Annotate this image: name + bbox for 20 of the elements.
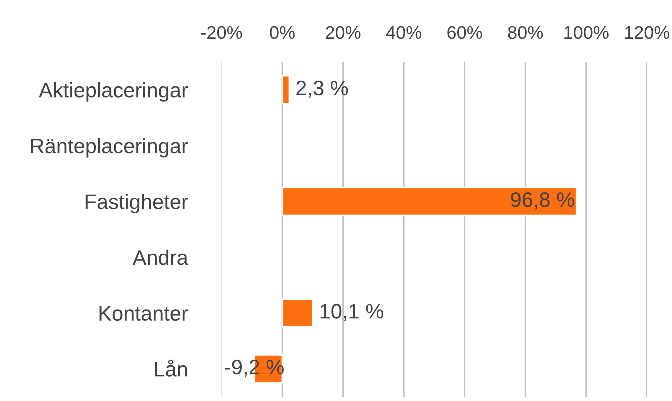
bar: [282, 187, 578, 216]
x-tick-label: 120%: [625, 26, 670, 40]
x-tick-label: 0%: [270, 26, 295, 40]
x-tick-label: 100%: [564, 26, 609, 40]
y-tick-label: Aktieplaceringar: [39, 82, 188, 102]
x-tick-label: 20%: [326, 26, 361, 40]
data-label: 2,3 %: [296, 80, 348, 98]
y-tick-label: Andra: [132, 250, 188, 266]
data-label: 10,1 %: [320, 304, 384, 322]
x-tick-label: 60%: [448, 26, 482, 40]
bar: [282, 298, 314, 328]
data-label: 96,8 %: [511, 192, 574, 210]
x-tick-label: 80%: [508, 26, 544, 40]
y-tick-label: Fastigheter: [86, 194, 188, 214]
x-tick-label: -20%: [201, 26, 242, 40]
y-tick-label: Lån: [155, 360, 188, 377]
y-tick-label: Ränteplaceringar: [31, 138, 188, 158]
x-tick-label: 40%: [386, 26, 422, 40]
bar: [282, 75, 290, 105]
y-tick-label: Kontanter: [100, 306, 188, 322]
